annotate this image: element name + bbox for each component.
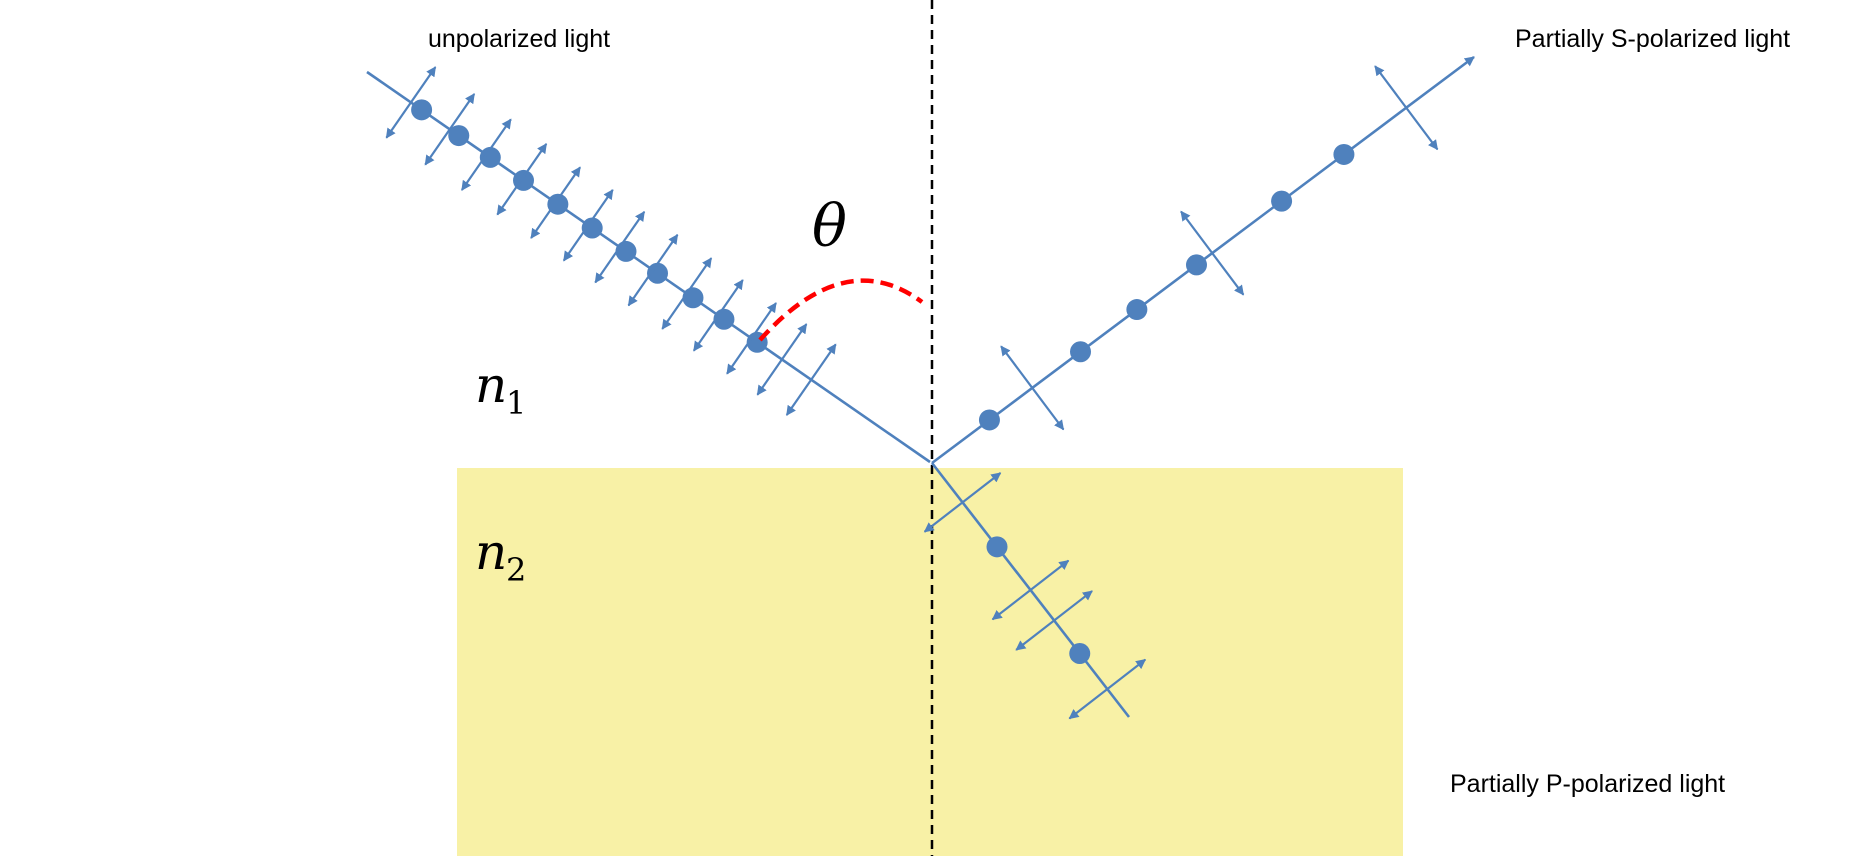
- p-polarization-double-arrow: [1181, 211, 1243, 294]
- medium-1-label: n 1: [475, 356, 526, 422]
- p-polarization-double-arrow: [595, 212, 644, 283]
- angle-arc: [760, 281, 922, 340]
- medium-2-region: [457, 468, 1403, 856]
- p-polarization-double-arrow: [564, 190, 613, 261]
- s-polarization-dot: [979, 409, 1000, 430]
- medium-1-symbol: n: [475, 356, 507, 414]
- s-polarization-dot: [987, 536, 1008, 557]
- p-polarization-double-arrow: [1001, 346, 1063, 429]
- s-polarization-dot: [1126, 299, 1147, 320]
- p-polarization-double-arrow: [531, 167, 580, 238]
- p-polarization-double-arrow: [1375, 66, 1437, 149]
- p-polarization-double-arrow: [462, 119, 511, 190]
- angle-label: θ: [812, 192, 847, 260]
- s-polarization-dot: [682, 287, 703, 308]
- medium-2-subscript: 2: [506, 551, 526, 589]
- incident-light-label: unpolarized light: [428, 25, 610, 53]
- s-polarization-dot: [1186, 254, 1207, 275]
- medium-2-symbol: n: [475, 523, 507, 581]
- p-polarization-double-arrow: [727, 303, 776, 374]
- s-polarization-dot: [411, 99, 432, 120]
- refracted-light-label: Partially P-polarized light: [1450, 770, 1725, 798]
- s-polarization-dot: [1070, 341, 1091, 362]
- s-polarization-dot: [1271, 191, 1292, 212]
- s-polarization-dot: [615, 241, 636, 262]
- s-polarization-dot: [1333, 144, 1354, 165]
- p-polarization-double-arrow: [694, 280, 743, 351]
- p-polarization-double-arrow: [629, 235, 678, 306]
- p-polarization-double-arrow: [497, 144, 546, 215]
- medium-1-subscript: 1: [506, 384, 526, 422]
- s-polarization-dot: [1069, 643, 1090, 664]
- reflected-light-label: Partially S-polarized light: [1515, 25, 1790, 53]
- p-polarization-double-arrow: [787, 344, 836, 415]
- p-polarization-double-arrow: [662, 258, 711, 329]
- incident-dot-group: [411, 99, 768, 352]
